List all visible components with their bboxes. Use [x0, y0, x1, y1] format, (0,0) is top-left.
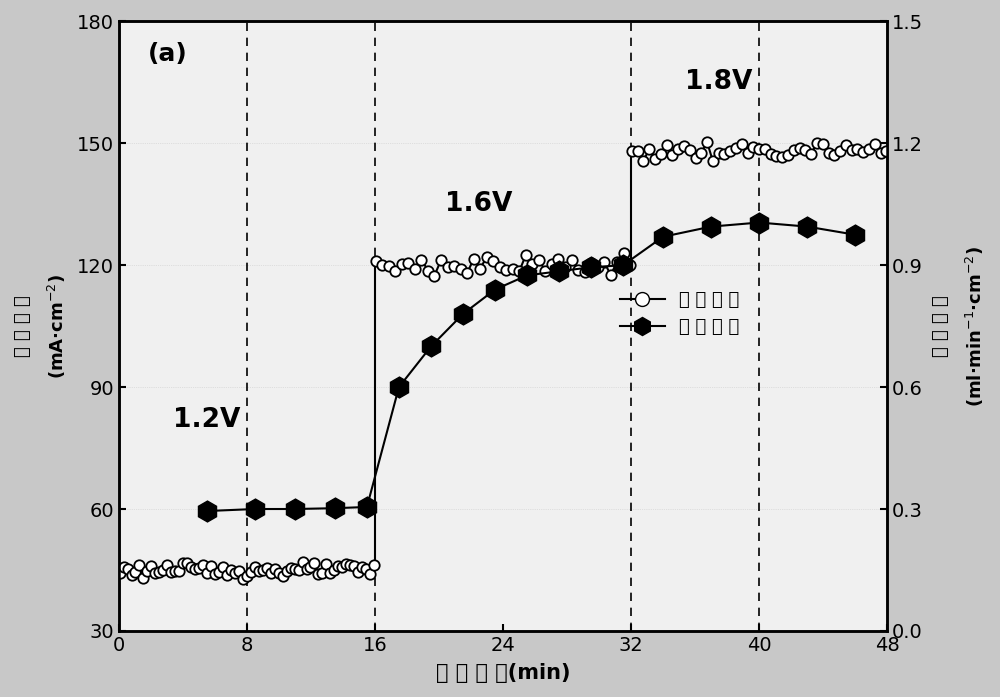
Text: 1.8V: 1.8V — [685, 69, 753, 95]
Text: (a): (a) — [148, 42, 187, 66]
Text: 1.6V: 1.6V — [445, 191, 513, 217]
X-axis label: 测 试 时 间(min): 测 试 时 间(min) — [436, 663, 570, 683]
Y-axis label: 氢 气 产 量
(ml·min$^{-1}$·cm$^{-2}$): 氢 气 产 量 (ml·min$^{-1}$·cm$^{-2}$) — [932, 245, 986, 407]
Legend: 电 流 密 度, 氢 气 产 量: 电 流 密 度, 氢 气 产 量 — [613, 284, 747, 344]
Y-axis label: 电 流 密 度
(mA·cm$^{-2}$): 电 流 密 度 (mA·cm$^{-2}$) — [14, 273, 68, 378]
Text: 1.2V: 1.2V — [173, 406, 241, 433]
